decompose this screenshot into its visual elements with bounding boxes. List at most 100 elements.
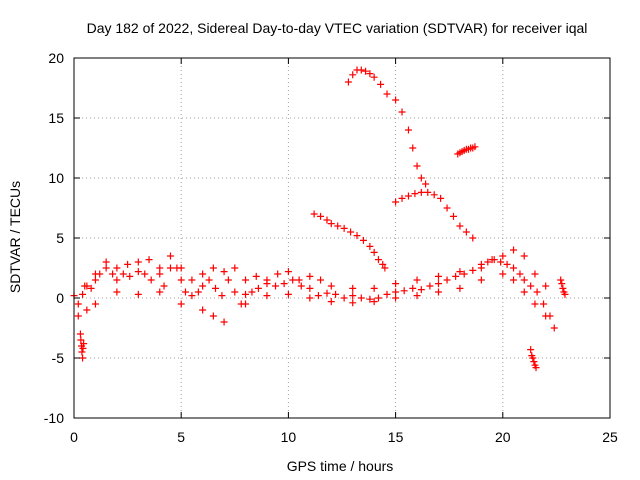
- data-point: [306, 294, 314, 302]
- data-point: [74, 300, 82, 308]
- data-point: [520, 288, 528, 296]
- data-point: [413, 292, 421, 300]
- data-point: [224, 276, 232, 284]
- data-point: [209, 312, 217, 320]
- data-point: [263, 292, 271, 300]
- data-point: [366, 295, 374, 303]
- data-point: [323, 216, 331, 224]
- data-point: [510, 246, 518, 254]
- data-point: [314, 292, 322, 300]
- data-point: [284, 290, 292, 298]
- data-point: [542, 312, 550, 320]
- data-point: [126, 272, 134, 280]
- x-tick-label: 5: [177, 429, 185, 445]
- data-point: [194, 288, 202, 296]
- data-point: [134, 268, 142, 276]
- data-point: [531, 270, 539, 278]
- data-point: [289, 276, 297, 284]
- data-point: [181, 288, 189, 296]
- data-point: [83, 306, 91, 314]
- data-point: [124, 260, 132, 268]
- data-point: [417, 188, 425, 196]
- data-point: [456, 284, 464, 292]
- data-point: [79, 290, 87, 298]
- data-point: [542, 282, 550, 290]
- data-point: [471, 143, 479, 151]
- data-point: [231, 264, 239, 272]
- data-point: [413, 162, 421, 170]
- data-point: [503, 260, 511, 268]
- data-point: [188, 292, 196, 300]
- data-point: [456, 222, 464, 230]
- data-point: [370, 298, 378, 306]
- data-point: [557, 276, 565, 284]
- data-point: [520, 276, 528, 284]
- y-tick-label: 10: [48, 170, 64, 186]
- data-point: [102, 258, 110, 266]
- data-point: [76, 330, 84, 338]
- data-points: [70, 66, 569, 372]
- data-point: [177, 264, 185, 272]
- y-axis-label: SDTVAR / TECUs: [7, 181, 23, 293]
- data-point: [357, 66, 365, 74]
- data-point: [559, 284, 567, 292]
- series-upper-band: [81, 246, 550, 292]
- data-point: [413, 276, 421, 284]
- data-point: [80, 340, 88, 348]
- data-point: [209, 264, 217, 272]
- series-late-points: [557, 276, 569, 298]
- data-point: [370, 73, 378, 81]
- y-tick-label: -10: [44, 410, 64, 426]
- data-point: [392, 198, 400, 206]
- data-point: [383, 290, 391, 298]
- data-point: [398, 194, 406, 202]
- data-point: [188, 276, 196, 284]
- data-point: [460, 270, 468, 278]
- data-point: [231, 288, 239, 296]
- data-point: [349, 284, 357, 292]
- data-point: [362, 67, 370, 75]
- data-point: [437, 194, 445, 202]
- data-point: [488, 256, 496, 264]
- data-point: [242, 276, 250, 284]
- data-point: [456, 268, 464, 276]
- data-point: [404, 126, 412, 134]
- series-short-segment-18h: [454, 143, 479, 158]
- data-point: [199, 270, 207, 278]
- data-point: [561, 290, 569, 298]
- data-point: [529, 354, 537, 362]
- data-point: [392, 96, 400, 104]
- data-point: [392, 280, 400, 288]
- data-point: [218, 292, 226, 300]
- data-point: [317, 276, 325, 284]
- data-point: [400, 287, 408, 295]
- data-point: [370, 284, 378, 292]
- data-point: [263, 276, 271, 284]
- data-point: [379, 260, 387, 268]
- data-point: [113, 264, 121, 272]
- data-point: [220, 268, 228, 276]
- grid-lines: [74, 58, 610, 418]
- data-point: [156, 270, 164, 278]
- data-point: [417, 174, 425, 182]
- data-point: [166, 264, 174, 272]
- x-tick-label: 20: [495, 429, 511, 445]
- data-point: [374, 294, 382, 302]
- data-point: [284, 268, 292, 276]
- data-point: [334, 222, 342, 230]
- data-point: [392, 294, 400, 302]
- data-point: [366, 242, 374, 250]
- data-point: [497, 258, 505, 266]
- data-point: [78, 348, 86, 356]
- data-point: [113, 288, 121, 296]
- data-point: [409, 144, 417, 152]
- data-point: [332, 290, 340, 298]
- data-point: [212, 284, 220, 292]
- data-point: [477, 276, 485, 284]
- y-tick-label: -5: [52, 350, 65, 366]
- data-point: [499, 252, 507, 260]
- series-lower-band: [74, 270, 550, 326]
- data-point: [520, 252, 528, 260]
- data-point: [177, 300, 185, 308]
- data-point: [113, 276, 121, 284]
